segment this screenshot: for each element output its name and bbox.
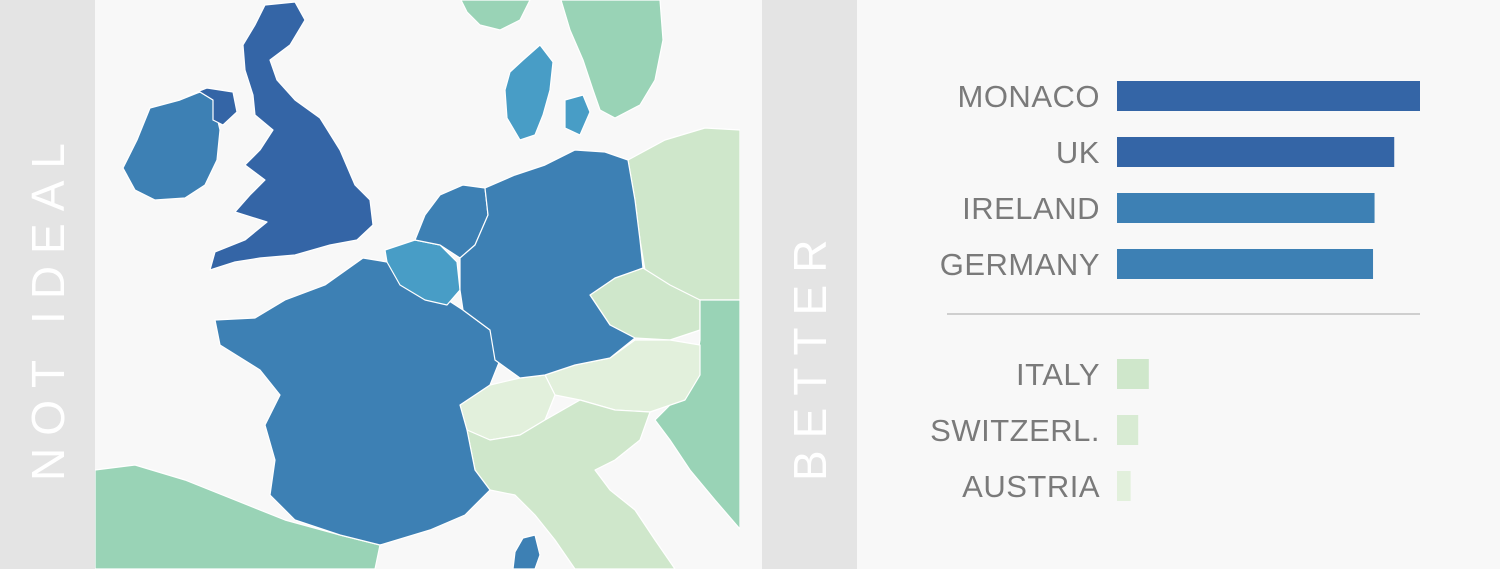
map-region-norway-top [460,0,531,31]
map-region-france [214,257,501,546]
europe-map-svg [95,0,740,569]
bar-uk [1117,137,1395,167]
not-ideal-strip: NOT IDEAL [0,0,95,569]
map-region-spain [95,464,381,569]
map-region-corsica [512,534,541,569]
europe-map [95,0,740,569]
bar-monaco [1117,81,1420,111]
map-region-northern-ireland [186,87,238,126]
label-switzerl: SWITZERL. [930,413,1100,448]
label-germany: GERMANY [940,247,1100,282]
better-label: BETTER [783,227,836,481]
map-region-ireland [122,91,221,201]
label-uk: UK [1056,135,1100,170]
better-strip: BETTER [762,0,857,569]
ranking-chart: MONACO UK IRELAND GERMANY ITALY SWITZERL. AUST… [857,0,1500,569]
bar-ireland [1117,193,1375,223]
label-ireland: IRELAND [962,191,1100,226]
label-monaco: MONACO [958,79,1101,114]
map-region-denmark [504,44,554,141]
map-region-italy [466,399,676,569]
bar-germany [1117,249,1374,279]
label-italy: ITALY [1016,357,1100,392]
bar-austria [1117,471,1131,501]
map-region-sweden [560,0,664,119]
map-region-uk [209,1,374,271]
bar-switzerl [1117,415,1139,445]
map-region-denmark-islands [564,94,591,136]
ranking-chart-svg: MONACO UK IRELAND GERMANY ITALY SWITZERL. AUST… [930,79,1420,504]
label-austria: AUSTRIA [962,469,1100,504]
not-ideal-label: NOT IDEAL [21,131,74,481]
map-region-germany [459,149,644,379]
bar-italy [1117,359,1149,389]
